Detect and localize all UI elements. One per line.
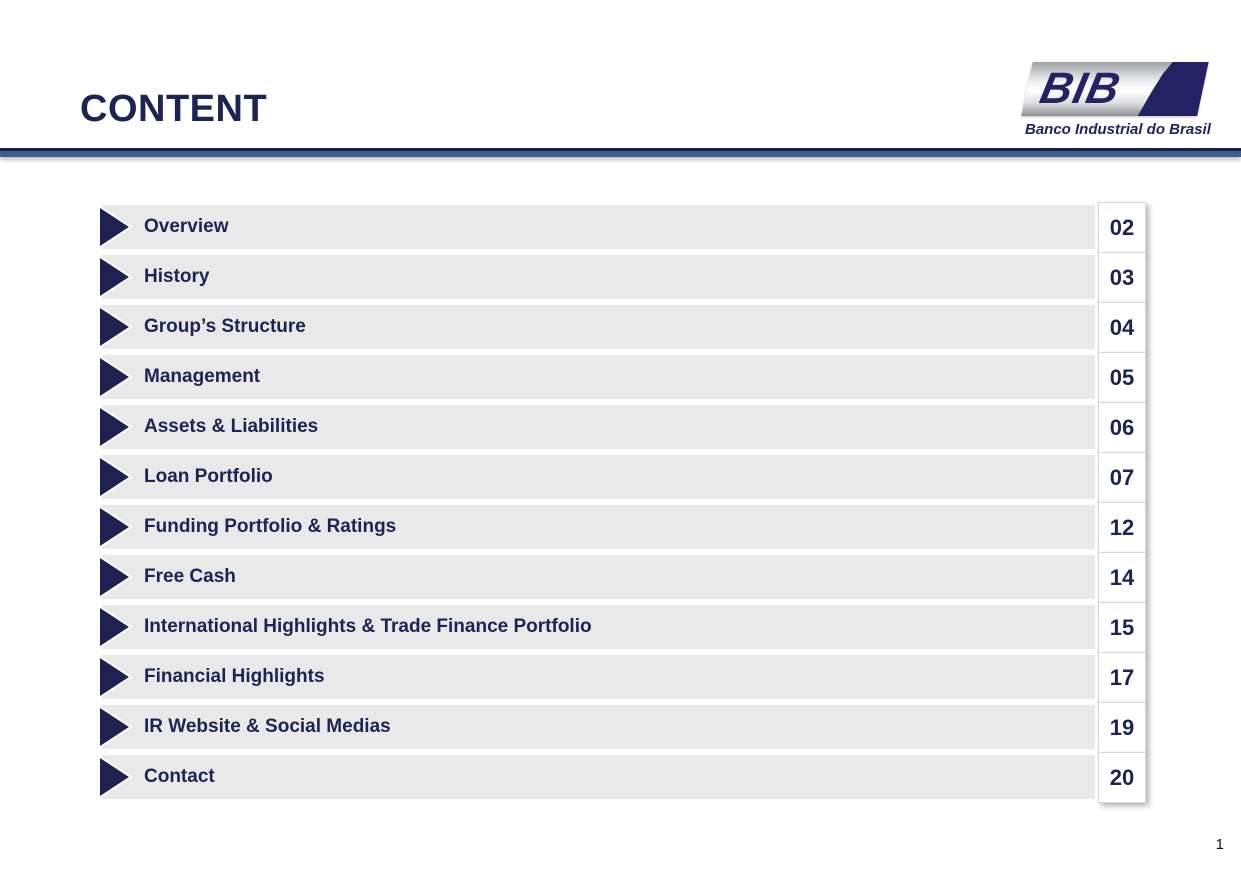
toc-row: Funding Portfolio & Ratings 12 (98, 502, 1146, 553)
page-title: CONTENT (80, 88, 268, 130)
toc-list: Overview 02 History 03 Group’s Structure (98, 202, 1146, 805)
arrow-right-icon (98, 556, 133, 598)
arrow-right-icon (98, 606, 133, 648)
toc-page-number: 19 (1109, 715, 1135, 740)
toc-item-label: Management (144, 366, 261, 387)
toc-item-label: Loan Portfolio (144, 466, 273, 487)
toc-page-box: 14 (1098, 552, 1146, 603)
toc-row: Free Cash 14 (98, 552, 1146, 603)
toc-item-label: History (144, 266, 210, 287)
toc-page-box: 07 (1098, 452, 1146, 503)
arrow-right-icon (98, 356, 133, 398)
logo-acronym: BIB (1035, 64, 1126, 113)
toc-page-number: 17 (1109, 665, 1135, 690)
toc-row-bar (102, 455, 1095, 499)
toc-page-box: 12 (1098, 502, 1146, 553)
toc-row: History 03 (98, 252, 1146, 303)
toc-row-bar (102, 355, 1095, 399)
toc-item-label: Group’s Structure (144, 316, 306, 337)
toc-page-number: 15 (1109, 615, 1135, 640)
arrow-right-icon (98, 506, 133, 548)
toc-row-bar (102, 705, 1095, 749)
toc-row-bar (102, 755, 1095, 799)
toc-page-box: 17 (1098, 652, 1146, 703)
header-divider (0, 148, 1241, 157)
toc-page-box: 02 (1098, 202, 1146, 253)
toc-item-label: Financial Highlights (144, 666, 325, 687)
toc-page-box: 05 (1098, 352, 1146, 403)
toc-row-bar (102, 205, 1095, 249)
toc-page-number: 14 (1109, 565, 1135, 590)
toc-row: Overview 02 (98, 202, 1146, 253)
toc-row: IR Website & Social Medias 19 (98, 702, 1146, 753)
toc-page-number: 06 (1109, 415, 1135, 440)
toc-row: Assets & Liabilities 06 (98, 402, 1146, 453)
toc-row-bar (102, 405, 1095, 449)
toc-row-bar (102, 655, 1095, 699)
toc-item-label: Free Cash (144, 566, 236, 587)
arrow-right-icon (98, 706, 133, 748)
toc-page-number: 05 (1109, 365, 1135, 390)
arrow-right-icon (98, 406, 133, 448)
slide-page-number: 1 (1215, 836, 1224, 853)
toc-row-bar (102, 305, 1095, 349)
brand-logo: BIB Banco Industrial do Brasil (1021, 62, 1211, 138)
logo-flag-shape (1135, 62, 1208, 116)
toc-row: Contact 20 (98, 752, 1146, 803)
toc-row: Loan Portfolio 07 (98, 452, 1146, 503)
toc-row-bar (102, 605, 1095, 649)
toc-page-number: 12 (1109, 515, 1135, 540)
toc-page-box: 19 (1098, 702, 1146, 753)
toc-page-number: 20 (1109, 765, 1135, 790)
arrow-right-icon (98, 456, 133, 498)
logo-banner: BIB (1021, 62, 1209, 116)
toc-row: International Highlights & Trade Finance… (98, 602, 1146, 653)
toc-page-number: 07 (1109, 465, 1135, 490)
toc-item-label: Overview (144, 216, 229, 237)
toc-page-box: 04 (1098, 302, 1146, 353)
arrow-right-icon (98, 656, 133, 698)
toc-item-label: International Highlights & Trade Finance… (144, 616, 592, 637)
logo-subtitle: Banco Industrial do Brasil (1025, 121, 1211, 138)
toc-row-bar (102, 505, 1095, 549)
toc-item-label: IR Website & Social Medias (144, 716, 391, 737)
arrow-right-icon (98, 756, 133, 798)
arrow-right-icon (98, 206, 133, 248)
toc-page-number: 02 (1109, 215, 1135, 240)
toc-item-label: Contact (144, 766, 215, 787)
toc-page-number: 04 (1109, 315, 1135, 340)
arrow-right-icon (98, 256, 133, 298)
toc-item-label: Funding Portfolio & Ratings (144, 516, 397, 537)
toc-row: Financial Highlights 17 (98, 652, 1146, 703)
toc-page-box: 15 (1098, 602, 1146, 653)
toc-page-box: 03 (1098, 252, 1146, 303)
arrow-right-icon (98, 306, 133, 348)
toc-page-box: 06 (1098, 402, 1146, 453)
toc-row: Management 05 (98, 352, 1146, 403)
toc-item-label: Assets & Liabilities (144, 416, 319, 437)
toc-page-box: 20 (1098, 752, 1146, 803)
toc-row: Group’s Structure 04 (98, 302, 1146, 353)
toc-row-bar (102, 255, 1095, 299)
toc-row-bar (102, 555, 1095, 599)
toc-page-number: 03 (1109, 265, 1135, 290)
